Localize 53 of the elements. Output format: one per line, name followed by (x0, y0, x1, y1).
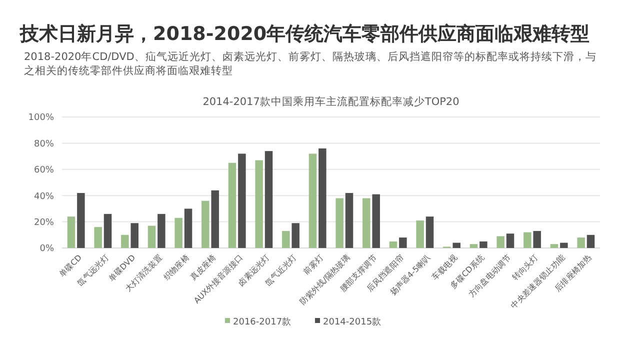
legend-label: 2014-2015款 (323, 316, 382, 328)
bar (77, 192, 85, 248)
bar (399, 238, 407, 248)
bar (577, 238, 585, 248)
y-tick-label: 80% (34, 139, 54, 150)
bar (211, 190, 219, 248)
y-tick-label: 60% (34, 166, 54, 176)
bar (238, 154, 246, 248)
bar (282, 230, 290, 248)
bar (158, 214, 166, 248)
bar (550, 244, 558, 248)
bar (389, 241, 398, 248)
bar (184, 208, 192, 248)
bar (416, 220, 424, 248)
bar (94, 227, 102, 248)
y-tick-label: 0% (40, 244, 54, 254)
text: 2014-2017款中国乘用车主流配置标配率减少TOP20 (202, 95, 460, 108)
bar (586, 234, 595, 248)
bar (264, 151, 273, 248)
x-tick-label: 单碟CD (57, 253, 84, 280)
bar (292, 223, 300, 248)
bar (318, 148, 326, 248)
bar (480, 241, 488, 248)
chart-title: 技术日新月异，2018-2020年传统汽车零部件供应商面临艰难转型 (19, 23, 590, 45)
bar (336, 198, 344, 248)
legend-label: 2016-2017款 (233, 316, 292, 328)
x-tick-label: 前雾灯 (302, 253, 325, 276)
y-tick-label: 100% (28, 113, 54, 124)
bar (104, 214, 112, 248)
y-tick-label: 40% (34, 192, 54, 202)
bar (345, 192, 354, 248)
bar (202, 200, 210, 248)
bar (470, 244, 478, 248)
bar (308, 154, 317, 248)
bar (255, 160, 263, 248)
bar (560, 242, 568, 248)
bar (372, 194, 380, 248)
bar (67, 216, 76, 248)
bar (452, 242, 460, 248)
x-tick-label: 织物座椅 (162, 253, 191, 282)
bar (533, 230, 541, 248)
bar (228, 162, 236, 248)
bar (130, 223, 138, 248)
bar (174, 218, 182, 248)
bar (524, 232, 532, 248)
bar (496, 236, 504, 248)
bar (362, 198, 370, 248)
bar (148, 226, 156, 248)
y-tick-label: 20% (34, 218, 54, 228)
bar (121, 234, 129, 248)
chart-subtitle: 2018-2020年CD/DVD、疝气远近光灯、卤素远光灯、前雾灯、隔热玻璃、后风挡遮阳帘等的标配率或将持续下滑，与之相关的传统零部件供应商将面临艰难转型 (24, 50, 596, 77)
bar (506, 234, 514, 248)
bar (426, 216, 434, 248)
